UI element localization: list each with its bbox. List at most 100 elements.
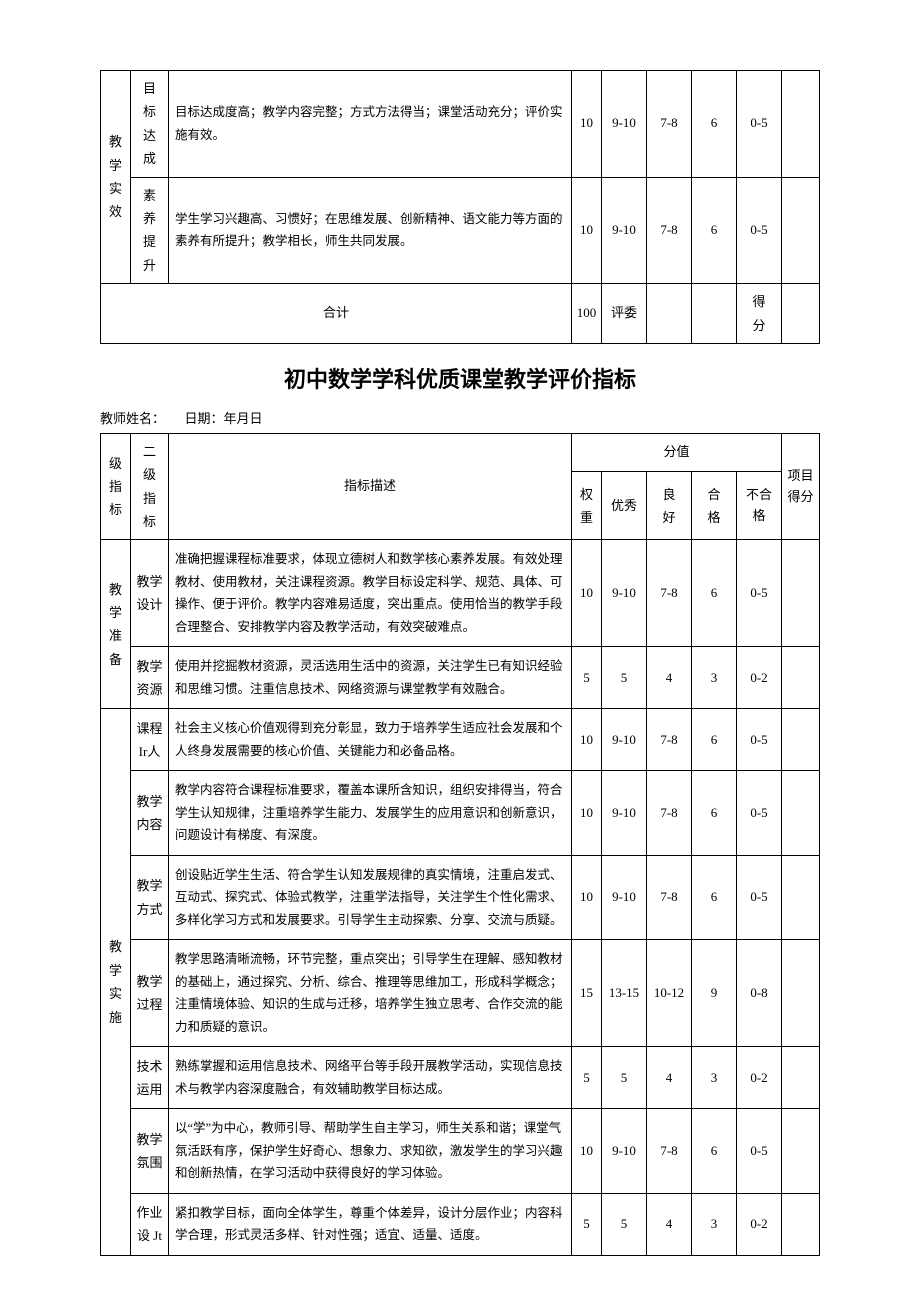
score-cell: 6: [692, 71, 737, 178]
item-score-cell: [782, 177, 820, 284]
level2-cell: 教学过程: [131, 940, 169, 1047]
score-cell: 6: [691, 540, 736, 647]
total-label: 合计: [101, 284, 572, 344]
level2-cell: 教学资源: [131, 647, 169, 709]
table-row: 教学氛围以“学”为中心，教师引导、帮助学生自主学习，师生关系和谐；课堂气氛活跃有…: [101, 1109, 820, 1194]
score-cell: 9-10: [601, 771, 646, 856]
item-score-cell: [782, 1047, 820, 1109]
score-cell: 0-8: [736, 940, 781, 1047]
item-score-cell: [782, 771, 820, 856]
judge-label: 评委: [602, 284, 647, 344]
score-cell: 9-10: [602, 71, 647, 178]
score-cell: 13-15: [601, 940, 646, 1047]
score-cell: 6: [691, 855, 736, 940]
score-cell: 9-10: [601, 855, 646, 940]
level2-cell: 教学氛围: [131, 1109, 169, 1194]
meta-line: 教师姓名： 日期：年月日: [100, 408, 820, 427]
score-cell: 3: [691, 647, 736, 709]
table-row: 作业设 Jt紧扣教学目标，面向全体学生，尊重个体差异，设计分层作业；内容科学合理…: [101, 1193, 820, 1255]
blank-cell: [692, 284, 737, 344]
score-cell: 0-5: [736, 771, 781, 856]
score-cell: 0-2: [736, 647, 781, 709]
header-l1: 级指标: [101, 433, 131, 540]
header-weight: 权重: [571, 472, 601, 540]
level2-cell: 目标达成: [131, 71, 169, 178]
score-cell: 0-5: [736, 855, 781, 940]
desc-cell: 目标达成度高；教学内容完整；方式方法得当；课堂活动充分；评价实施有效。: [169, 71, 572, 178]
score-cell: 9-10: [602, 177, 647, 284]
item-score-cell: [782, 647, 820, 709]
header-score: 合格: [691, 472, 736, 540]
weight-cell: 10: [571, 709, 601, 771]
level2-cell: 教学方式: [131, 855, 169, 940]
score-cell: 6: [691, 709, 736, 771]
score-cell: 7-8: [646, 540, 691, 647]
table-row: 素养提升学生学习兴趣高、习惯好；在思维发展、创新精神、语文能力等方面的素养有所提…: [101, 177, 820, 284]
desc-cell: 使用并挖掘教材资源，灵活选用生活中的资源，关注学生已有知识经验和思维习惯。注重信…: [169, 647, 572, 709]
level2-cell: 素养提升: [131, 177, 169, 284]
score-cell: 3: [691, 1047, 736, 1109]
desc-cell: 创设贴近学生生活、符合学生认知发展规律的真实情境，注重启发式、互动式、探究式、体…: [169, 855, 572, 940]
item-score-cell: [782, 71, 820, 178]
header-score: 良好: [646, 472, 691, 540]
weight-cell: 5: [571, 1047, 601, 1109]
header-itemscore: 项目得分: [782, 433, 820, 540]
page-title: 初中数学学科优质课堂教学评价指标: [100, 362, 820, 394]
table-row: 教学资源使用并挖掘教材资源，灵活选用生活中的资源，关注学生已有知识经验和思维习惯…: [101, 647, 820, 709]
weight-cell: 10: [571, 1109, 601, 1194]
desc-cell: 学生学习兴趣高、习惯好；在思维发展、创新精神、语文能力等方面的素养有所提升；教学…: [169, 177, 572, 284]
level1-cell: 教学实效: [101, 71, 131, 284]
weight-cell: 10: [571, 855, 601, 940]
score-cell: 6: [691, 1109, 736, 1194]
score-cell: 6: [691, 771, 736, 856]
level2-cell: 教学设计: [131, 540, 169, 647]
level1-cell: 教学实施: [101, 709, 131, 1256]
score-cell: 9-10: [601, 540, 646, 647]
weight-cell: 5: [571, 647, 601, 709]
table-row: 教学内容教学内容符合课程标准要求，覆盖本课所含知识，组织安排得当，符合学生认知规…: [101, 771, 820, 856]
desc-cell: 准确把握课程标准要求，体现立德树人和数学核心素养发展。有效处理教材、使用教材，关…: [169, 540, 572, 647]
header-desc: 指标描述: [169, 433, 572, 540]
header-scoregroup: 分值: [571, 433, 781, 471]
score-cell: 0-5: [737, 177, 782, 284]
item-score-cell: [782, 855, 820, 940]
header-l2: 二级指标: [131, 433, 169, 540]
item-score-cell: [782, 1193, 820, 1255]
desc-cell: 紧扣教学目标，面向全体学生，尊重个体差异，设计分层作业；内容科学合理，形式灵活多…: [169, 1193, 572, 1255]
desc-cell: 以“学”为中心，教师引导、帮助学生自主学习，师生关系和谐；课堂气氛活跃有序，保护…: [169, 1109, 572, 1194]
score-cell: 0-5: [736, 540, 781, 647]
header-row: 级指标二级指标指标描述分值项目得分: [101, 433, 820, 471]
score-cell: 7-8: [646, 1109, 691, 1194]
desc-cell: 教学思路清晰流畅，环节完整，重点突出；引导学生在理解、感知教材的基础上，通过探究…: [169, 940, 572, 1047]
score-cell: 5: [601, 1047, 646, 1109]
score-cell: 9: [691, 940, 736, 1047]
score-cell: 4: [646, 647, 691, 709]
table-row: 教学实施课程Ir人社会主义核心价值观得到充分彰显，致力于培养学生适应社会发展和个…: [101, 709, 820, 771]
table-row: 教学准备教学设计准确把握课程标准要求，体现立德树人和数学核心素养发展。有效处理教…: [101, 540, 820, 647]
score-cell: 7-8: [646, 709, 691, 771]
level2-cell: 教学内容: [131, 771, 169, 856]
level2-cell: 课程Ir人: [131, 709, 169, 771]
score-label: 得分: [737, 284, 782, 344]
score-cell: 0-5: [737, 71, 782, 178]
score-cell: 9-10: [601, 709, 646, 771]
desc-cell: 社会主义核心价值观得到充分彰显，致力于培养学生适应社会发展和个人终身发展需要的核…: [169, 709, 572, 771]
weight-cell: 5: [571, 1193, 601, 1255]
desc-cell: 熟练掌握和运用信息技术、网络平台等手段开展教学活动，实现信息技术与教学内容深度融…: [169, 1047, 572, 1109]
score-cell: 5: [601, 647, 646, 709]
header-score: 优秀: [601, 472, 646, 540]
top-table: 教学实效目标达成目标达成度高；教学内容完整；方式方法得当；课堂活动充分；评价实施…: [100, 70, 820, 344]
score-cell: 7-8: [646, 771, 691, 856]
score-cell: 7-8: [647, 71, 692, 178]
item-score-cell: [782, 709, 820, 771]
score-cell: 0-2: [736, 1193, 781, 1255]
score-cell: 7-8: [646, 855, 691, 940]
blank-cell: [782, 284, 820, 344]
score-cell: 0-5: [736, 1109, 781, 1194]
level2-cell: 技术运用: [131, 1047, 169, 1109]
total-row: 合计100评委得分: [101, 284, 820, 344]
weight-cell: 10: [571, 771, 601, 856]
rubric-table: 级指标二级指标指标描述分值项目得分权重优秀良好合格不合格教学准备教学设计准确把握…: [100, 433, 820, 1256]
weight-cell: 10: [572, 177, 602, 284]
score-cell: 7-8: [647, 177, 692, 284]
